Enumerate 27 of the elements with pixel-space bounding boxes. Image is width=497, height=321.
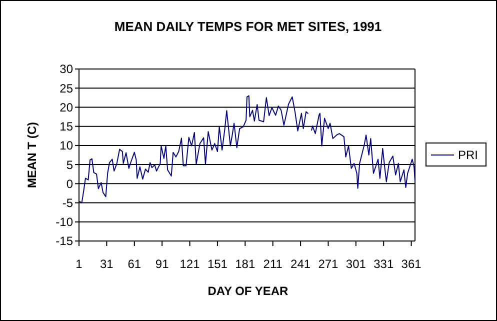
x-tick-label: 1 <box>76 257 83 271</box>
y-tick-label: 5 <box>66 158 74 172</box>
x-tick-label: 301 <box>346 257 366 271</box>
x-tick-label: 31 <box>100 257 114 271</box>
x-tick-label: 331 <box>374 257 394 271</box>
x-tick-label: 121 <box>180 257 200 271</box>
x-tick-label: 211 <box>263 257 283 271</box>
legend-label: PRI <box>458 148 478 162</box>
x-tick-label: 271 <box>318 257 339 271</box>
y-tick-label: 30 <box>60 62 74 76</box>
y-tick-label: 15 <box>60 120 74 134</box>
x-tick-label: 241 <box>290 257 311 271</box>
x-tick-label: 151 <box>207 257 228 271</box>
y-tick-label: 20 <box>60 100 74 114</box>
x-tick-label: 361 <box>401 257 422 271</box>
y-tick-label: 0 <box>66 176 74 191</box>
x-tick-label: 91 <box>155 257 170 271</box>
x-tick-label: 61 <box>128 257 142 271</box>
y-tick-label: -5 <box>62 196 74 210</box>
x-tick-label: 181 <box>235 257 256 271</box>
y-tick-label: 25 <box>60 81 74 96</box>
y-tick-label: 10 <box>60 138 74 153</box>
chart-title: MEAN DAILY TEMPS FOR MET SITES, 1991 <box>114 19 382 34</box>
y-tick-label: -10 <box>56 215 74 230</box>
y-axis-title: MEAN T (C) <box>25 122 39 188</box>
x-axis-title: DAY OF YEAR <box>208 284 289 298</box>
y-tick-label: -15 <box>56 234 74 248</box>
